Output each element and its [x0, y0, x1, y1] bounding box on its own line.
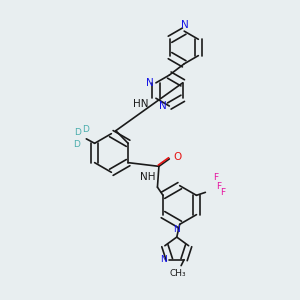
- Text: N: N: [159, 101, 167, 111]
- Text: HN: HN: [133, 99, 148, 109]
- Text: D: D: [82, 125, 88, 134]
- Text: N: N: [181, 20, 189, 30]
- Text: F: F: [213, 173, 218, 182]
- Text: N: N: [173, 225, 180, 234]
- Text: CH₃: CH₃: [170, 268, 187, 278]
- Text: N: N: [160, 255, 167, 264]
- Text: F: F: [216, 182, 221, 191]
- Text: D: D: [74, 128, 81, 137]
- Text: O: O: [173, 152, 181, 162]
- Text: N: N: [146, 78, 154, 88]
- Text: NH: NH: [140, 172, 156, 182]
- Text: F: F: [220, 188, 225, 197]
- Text: D: D: [73, 140, 80, 149]
